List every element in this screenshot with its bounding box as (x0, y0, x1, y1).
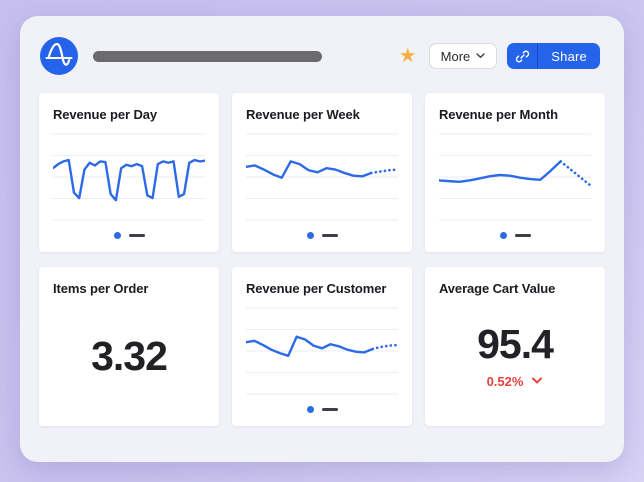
chart-legend (113, 232, 145, 242)
sparkline-chart (439, 131, 591, 223)
favorite-star-icon[interactable]: ★ (398, 45, 417, 67)
sparkline-svg (53, 133, 205, 221)
legend-series-dash-icon (514, 233, 531, 238)
legend-series-dot-icon (499, 232, 507, 239)
metrics-grid: Revenue per Day Revenue per Week Revenue p… (20, 93, 624, 426)
dashboard-header: ★ More (20, 16, 624, 75)
dashboard-panel: ★ More (20, 16, 624, 462)
metric-number-body: 3.32 (53, 296, 205, 416)
dashboard-title-placeholder (93, 50, 322, 62)
link-icon (515, 50, 529, 62)
card-items-per-order[interactable]: Items per Order 3.32 (39, 267, 219, 426)
card-revenue-per-customer[interactable]: Revenue per Customer (232, 267, 412, 426)
metric-value: 3.32 (91, 332, 168, 379)
share-button: Share (507, 43, 600, 69)
sparkline-svg (246, 307, 398, 395)
chart-legend (499, 232, 531, 242)
chevron-down-icon (476, 53, 485, 58)
card-title: Revenue per Month (439, 107, 558, 122)
amplitude-logo (40, 37, 78, 75)
header-actions: ★ More (399, 43, 600, 69)
change-direction-down-icon (532, 377, 543, 384)
card-title: Revenue per Customer (246, 281, 387, 296)
metric-change-label: 0.52% (486, 373, 524, 389)
card-title: Average Cart Value (439, 281, 556, 296)
legend-series-dot-icon (306, 232, 314, 239)
legend-series-dash-icon (321, 233, 338, 238)
metric-change: 0.52% (487, 374, 544, 389)
card-title: Revenue per Day (53, 107, 157, 122)
card-revenue-per-month[interactable]: Revenue per Month (425, 93, 605, 252)
chart-legend (306, 232, 338, 242)
card-title: Items per Order (53, 281, 149, 296)
more-button[interactable]: More (428, 43, 498, 69)
sparkline-svg (246, 133, 398, 221)
metric-number-body: 95.4 0.52% (439, 296, 591, 416)
legend-series-dash-icon (321, 407, 338, 412)
legend-series-dot-icon (113, 232, 121, 239)
sparkline-chart (246, 305, 398, 397)
card-title: Revenue per Week (246, 107, 360, 122)
share-button-label[interactable]: Share (551, 48, 587, 64)
sparkline-chart (246, 131, 398, 223)
legend-series-dot-icon (306, 406, 314, 413)
legend-series-dash-icon (128, 233, 145, 238)
sparkline-chart (53, 131, 205, 223)
metric-value: 95.4 (477, 320, 554, 367)
card-revenue-per-day[interactable]: Revenue per Day (39, 93, 219, 252)
card-average-cart-value[interactable]: Average Cart Value 95.4 0.52% (425, 267, 605, 426)
more-button-label: More (440, 48, 471, 64)
copy-link-button[interactable] (507, 43, 539, 69)
card-revenue-per-week[interactable]: Revenue per Week (232, 93, 412, 252)
chart-legend (306, 406, 338, 416)
sparkline-svg (439, 133, 591, 221)
